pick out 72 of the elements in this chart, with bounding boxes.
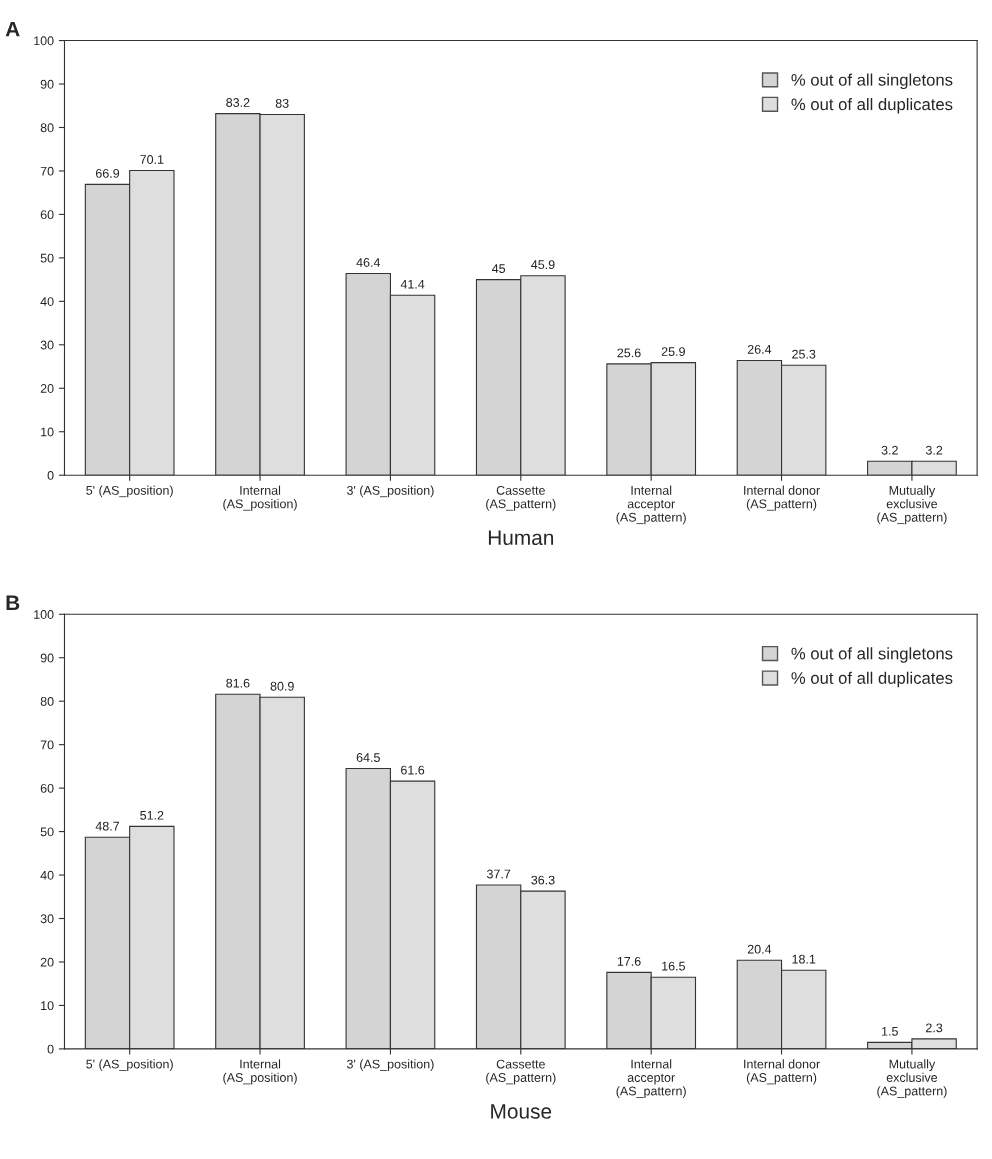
data-label: 3.2	[881, 445, 898, 455]
data-label: 17.6	[617, 956, 641, 966]
x-tick-label: Cassette (AS_pattern)	[486, 1059, 556, 1085]
data-label: 45.9	[531, 260, 555, 270]
x-tick-label: Internal acceptor (AS_pattern)	[616, 1059, 686, 1098]
y-tick-label: 30	[40, 340, 54, 350]
x-axis-title: Mouse	[491, 1104, 552, 1119]
y-tick-label: 10	[41, 427, 54, 437]
data-label: 25.9	[661, 347, 685, 356]
data-label: 80.9	[270, 681, 294, 691]
y-tick-label: 60	[40, 783, 54, 793]
y-tick-label: 20	[40, 384, 54, 393]
x-tick-label: Mutually exclusive (AS_pattern)	[877, 485, 947, 525]
legend-label: % out of all duplicates	[791, 671, 953, 688]
y-tick-label: 80	[40, 123, 54, 133]
x-tick-label: Internal donor (AS_pattern)	[744, 1059, 820, 1085]
x-tick-label: 3' (AS_position)	[346, 1059, 434, 1071]
y-tick-label: 0	[47, 1044, 54, 1054]
data-label: 25.6	[617, 348, 641, 358]
x-tick-label: 5' (AS_position)	[86, 485, 173, 498]
y-tick-label: 40	[40, 870, 54, 880]
data-label: 37.7	[486, 869, 511, 879]
data-label: 1.5	[882, 1027, 898, 1036]
y-tick-label: 60	[40, 210, 54, 220]
data-label: 16.5	[662, 961, 685, 971]
x-tick-label: Cassette (AS_pattern)	[486, 485, 556, 511]
data-label: 83.2	[226, 98, 250, 107]
y-tick-label: 50	[40, 253, 54, 263]
y-tick-label: 30	[40, 914, 54, 924]
legend-label: % out of all singletons	[791, 73, 953, 90]
text: B	[6, 595, 20, 610]
data-label: 48.7	[95, 821, 120, 831]
data-label: 36.3	[531, 875, 555, 885]
x-tick-label: Mutually exclusive (AS_pattern)	[877, 1059, 947, 1098]
x-tick-label: 3' (AS_position)	[346, 485, 434, 498]
data-label: 83	[275, 98, 289, 108]
data-label: 46.4	[356, 258, 381, 267]
y-tick-label: 70	[40, 166, 54, 176]
y-tick-label: 90	[40, 653, 54, 663]
data-label: 26.4	[747, 344, 772, 354]
y-tick-label: 100	[34, 610, 54, 619]
y-tick-label: 80	[40, 697, 54, 706]
data-label: 51.2	[140, 810, 164, 820]
x-tick-label: 5' (AS_position)	[86, 1059, 173, 1071]
y-tick-label: 90	[40, 79, 54, 89]
data-label: 2.3	[926, 1023, 943, 1033]
x-tick-label: Internal acceptor (AS_pattern)	[616, 485, 686, 525]
data-label: 70.1	[140, 155, 164, 164]
data-label: 64.5	[356, 753, 380, 762]
text: A	[5, 21, 20, 37]
y-tick-label: 20	[40, 957, 54, 967]
data-label: 81.6	[226, 678, 250, 688]
y-tick-label: 40	[40, 297, 54, 306]
y-tick-label: 0	[47, 470, 54, 480]
y-tick-label: 100	[34, 36, 54, 46]
legend-label: % out of all duplicates	[791, 98, 953, 114]
data-label: 45	[491, 264, 506, 273]
data-label: 41.4	[400, 279, 425, 289]
y-tick-label: 70	[40, 740, 54, 750]
data-label: 25.3	[792, 349, 816, 359]
x-tick-label: Internal donor (AS_pattern)	[744, 485, 820, 511]
data-label: 3.2	[925, 445, 943, 455]
x-tick-label: Internal (AS_position)	[223, 1059, 297, 1085]
data-label: 18.1	[792, 954, 816, 964]
x-tick-label: Internal (AS_position)	[223, 485, 297, 511]
x-axis-title: Human	[488, 530, 554, 546]
legend-label: % out of all singletons	[791, 647, 953, 663]
y-tick-label: 50	[40, 827, 54, 837]
y-tick-label: 10	[41, 1001, 54, 1011]
data-label: 61.6	[401, 765, 425, 775]
data-label: 66.9	[95, 168, 120, 178]
data-label: 20.4	[747, 944, 772, 954]
